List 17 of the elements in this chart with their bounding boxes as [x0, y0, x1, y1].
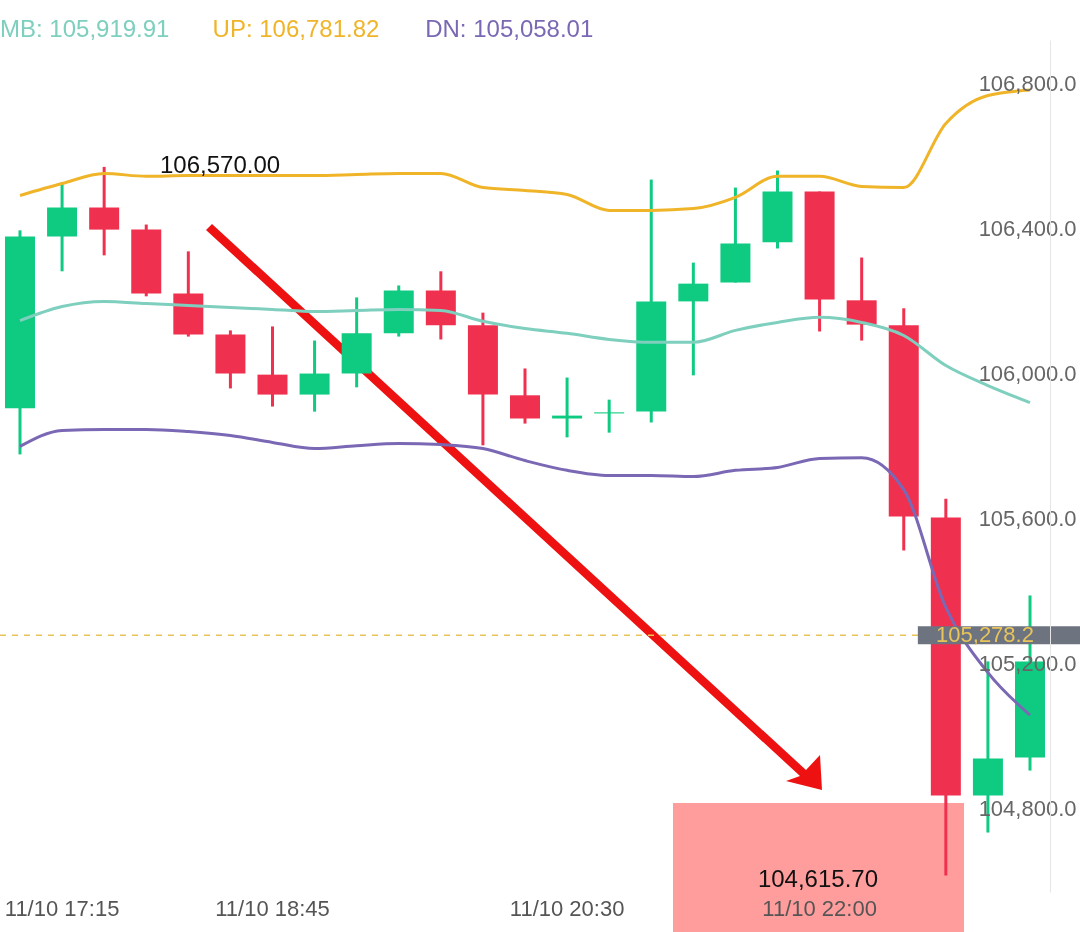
y-tick-label: 106,800.0	[978, 71, 1077, 97]
x-tick-label: 11/10 22:00	[762, 895, 877, 921]
annotation: 104,615.70	[757, 865, 878, 892]
x-tick-label: 11/10 18:45	[215, 895, 330, 921]
x-tick-label: 11/10 17:15	[4, 895, 120, 921]
candlestick	[552, 377, 583, 438]
candlestick	[678, 262, 709, 376]
y-tick-label: 106,400.0	[978, 216, 1077, 242]
y-tick-label: 105,600.0	[978, 506, 1077, 532]
candlestick	[594, 399, 625, 433]
annotation: 106,570.00	[160, 151, 281, 178]
y-tick-label: 106,000.0	[978, 361, 1077, 387]
text: DN: 105,058.01	[425, 15, 594, 42]
text: MB: 105,919.91	[0, 15, 170, 42]
x-tick-label: 11/10 20:30	[509, 895, 625, 921]
ref-line-label: 105,278.2	[936, 622, 1034, 648]
text: UP: 106,781.82	[212, 15, 380, 42]
